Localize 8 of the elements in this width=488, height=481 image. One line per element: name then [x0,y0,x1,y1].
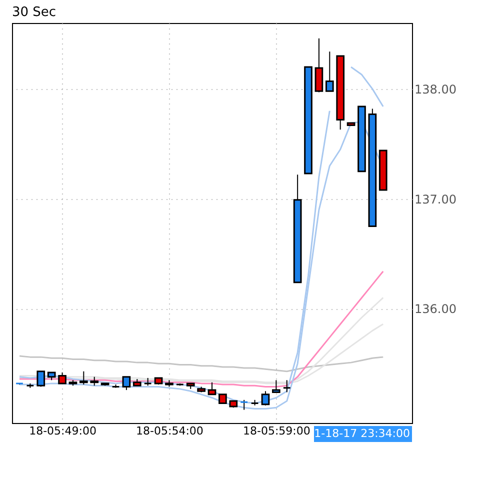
chart-title: 30 Sec [12,5,56,20]
y-tick-label: 137.00 [414,192,456,206]
y-tick-label: 138.00 [414,82,456,96]
text: 1-18-17 23:34:00 [314,427,410,440]
x-tick-label: 18-05:59:00 [242,424,310,438]
y-tick-label: 136.00 [414,302,456,316]
x-tick-label: 18-05:54:00 [136,424,204,438]
x-tick-label: 18-05:49:00 [29,424,96,438]
